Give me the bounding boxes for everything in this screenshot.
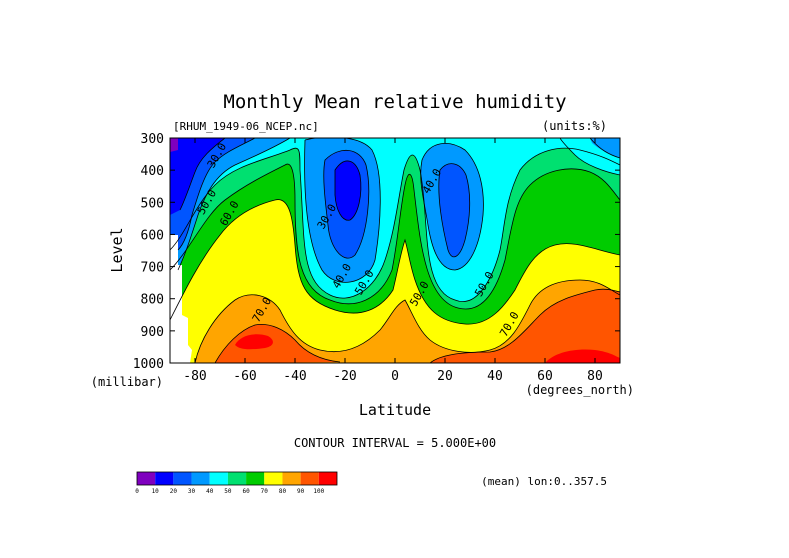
- x-axis-title: Latitude: [359, 401, 431, 419]
- y-axis: 300 400 500 600 700 800 900 1000: [133, 132, 620, 372]
- x-tick-label: -60: [233, 369, 256, 384]
- x-tick-label: 60: [537, 369, 553, 384]
- band-antarctic-0: [170, 138, 178, 152]
- colorbar: 0 10 20 30 40 50 60 70 80 90 100: [135, 471, 338, 495]
- units-label: (units:%): [542, 119, 607, 133]
- colorbar-label: 70: [261, 488, 269, 495]
- band-90-100a: [215, 324, 340, 363]
- contour-lines: [170, 138, 620, 363]
- colorbar-swatch: [300, 472, 319, 485]
- y-tick-label: 400: [141, 164, 164, 179]
- colorbar-label: 80: [279, 488, 287, 495]
- colorbar-label: 90: [297, 488, 305, 495]
- x-tick-label: 80: [587, 369, 603, 384]
- y-tick-label: 600: [141, 228, 164, 243]
- band-red-core-a: [235, 334, 273, 350]
- x-tick-label: 0: [391, 369, 399, 384]
- chart-title: Monthly Mean relative humidity: [223, 91, 566, 113]
- colorbar-swatch: [282, 472, 301, 485]
- colorbar-label: 60: [242, 488, 250, 495]
- colorbar-label: 10: [152, 488, 160, 495]
- colorbar-swatch: [264, 472, 283, 485]
- colorbar-label: 30: [188, 488, 196, 495]
- band-10-20-south: [335, 160, 361, 221]
- band-arctic-30: [590, 138, 620, 158]
- y-tick-label: 900: [141, 325, 164, 340]
- band-90-100b: [430, 289, 620, 363]
- x-tick-label: -20: [333, 369, 356, 384]
- colorbar-label: 50: [224, 488, 232, 495]
- band-20-30-north: [438, 163, 470, 257]
- colorbar-swatch: [191, 472, 210, 485]
- colorbar-swatch: [209, 472, 228, 485]
- colorbar-label: 40: [206, 488, 214, 495]
- y-tick-label: 300: [141, 132, 164, 147]
- colorbar-swatch: [246, 472, 265, 485]
- x-tick-label: 20: [437, 369, 453, 384]
- x-axis: -80 -60 -40 -20 0 20 40 60 80: [183, 138, 603, 384]
- colorbar-label: 20: [170, 488, 178, 495]
- mean-text: (mean) lon:0..357.5: [481, 475, 607, 488]
- colorbar-swatch: [173, 472, 192, 485]
- dataset-label: [RHUM_1949-06_NCEP.nc]: [173, 120, 319, 133]
- x-axis-units: (degrees_north): [526, 383, 634, 397]
- x-tick-label: -40: [283, 369, 306, 384]
- y-tick-label: 1000: [133, 357, 164, 372]
- x-tick-label: -80: [183, 369, 206, 384]
- colorbar-swatch: [227, 472, 247, 485]
- band-antarctic-10: [170, 138, 225, 215]
- colorbar-label: 100: [313, 488, 324, 495]
- band-equator-dryA: [395, 138, 405, 150]
- band-red-core-b: [545, 349, 620, 363]
- colorbar-swatch: [318, 472, 337, 485]
- colorbar-label: 0: [135, 488, 139, 495]
- contour-fill: [170, 138, 620, 363]
- y-tick-label: 700: [141, 261, 164, 276]
- y-tick-label: 500: [141, 196, 164, 211]
- y-axis-units: (millibar): [91, 375, 163, 389]
- y-tick-label: 800: [141, 293, 164, 308]
- y-axis-title: Level: [108, 227, 126, 272]
- x-tick-label: 40: [487, 369, 503, 384]
- colorbar-swatch: [137, 472, 156, 485]
- colorbar-swatch: [155, 472, 174, 485]
- contour-interval-text: CONTOUR INTERVAL = 5.000E+00: [294, 436, 496, 450]
- colorbar-frame: [136, 471, 338, 486]
